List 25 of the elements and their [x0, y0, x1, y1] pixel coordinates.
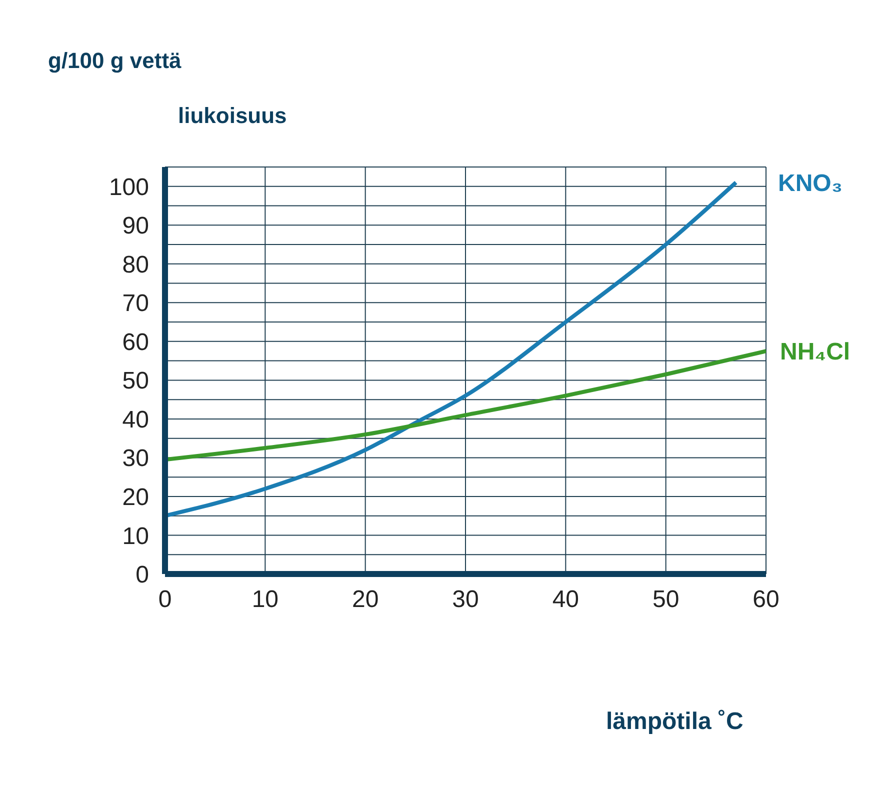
y-tick-label: 40	[122, 406, 149, 434]
series-label: NH₄Cl	[780, 338, 850, 366]
y-tick-label: 60	[122, 328, 149, 356]
y-tick-label: 10	[122, 522, 149, 550]
y-tick-label: 80	[122, 251, 149, 278]
y-tick-label: 30	[122, 445, 149, 472]
y-tick-label: 0	[136, 562, 149, 589]
y-tick-label: 90	[122, 212, 149, 240]
x-axis-title: lämpötila ˚C	[606, 708, 744, 736]
series-label: KNO₃	[778, 170, 842, 197]
y-tick-label: 70	[122, 290, 149, 318]
y-tick-label: 20	[122, 484, 149, 511]
y-axis-title: liukoisuus	[178, 103, 287, 129]
x-tick-label: 10	[252, 586, 279, 614]
x-tick-label: 40	[552, 586, 580, 614]
x-tick-label: 30	[452, 586, 479, 614]
x-tick-label: 20	[352, 586, 379, 614]
x-tick-label: 50	[652, 586, 680, 614]
line-series	[165, 180, 738, 518]
y-tick-label: 100	[108, 174, 149, 201]
y-tick-label: 50	[122, 368, 149, 395]
x-tick-label: 60	[752, 586, 780, 614]
text: g/100 g vettä	[48, 48, 182, 74]
x-tick-label: 0	[158, 586, 172, 614]
line-series	[165, 349, 766, 462]
